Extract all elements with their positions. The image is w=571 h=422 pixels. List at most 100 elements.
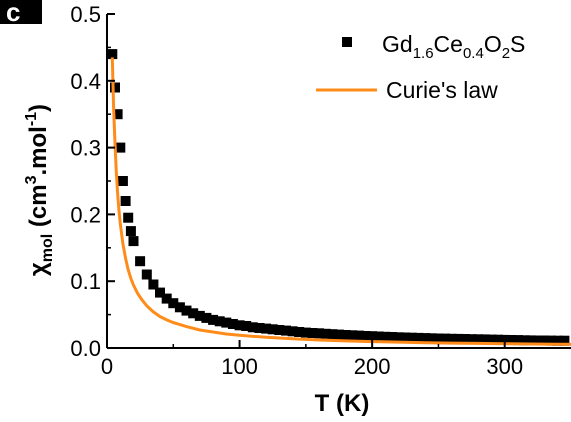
x-axis-title: T (K) — [315, 390, 370, 417]
curie-law-line — [110, 57, 571, 346]
data-point — [473, 334, 484, 345]
data-point — [327, 329, 338, 340]
panel-label-box — [0, 0, 42, 24]
data-point — [115, 142, 126, 153]
data-point — [519, 335, 530, 346]
data-point — [135, 256, 146, 267]
data-point — [479, 334, 490, 345]
data-point — [387, 332, 397, 342]
data-point — [307, 328, 318, 338]
data-point — [420, 333, 431, 344]
data-point — [400, 332, 411, 343]
data-point — [320, 328, 331, 339]
y-axis-unit-prefix: (cm — [25, 184, 52, 227]
data-point — [373, 331, 384, 342]
data-point — [241, 321, 252, 331]
y-tick-label: 0.2 — [70, 202, 101, 227]
data-point — [194, 310, 205, 321]
data-point — [174, 302, 185, 313]
data-point — [506, 335, 517, 345]
data-point — [287, 326, 298, 337]
data-point — [367, 331, 378, 342]
data-point — [453, 333, 464, 344]
data-point — [413, 332, 424, 343]
data-point — [234, 320, 245, 331]
panel-label: c — [6, 0, 20, 27]
y-axis-subscript: mol — [39, 234, 56, 262]
legend-sample-el2: Ce — [434, 31, 463, 57]
legend-sample-sub1: 1.6 — [413, 45, 434, 62]
y-axis-unit-suffix: ) — [25, 104, 52, 112]
data-point — [214, 316, 225, 327]
data-point — [281, 325, 291, 336]
data-point — [125, 226, 136, 237]
data-point — [546, 335, 557, 346]
data-point — [393, 332, 404, 343]
legend-sample-el4: S — [510, 31, 525, 57]
data-point — [426, 333, 437, 344]
data-point — [466, 334, 477, 345]
legend: Gd1.6Ce0.4O2S Curie's law — [316, 31, 525, 103]
data-point — [148, 279, 159, 290]
x-tick-label: 200 — [354, 354, 391, 379]
data-point — [261, 323, 272, 334]
y-axis-unit-mid: .mol — [25, 126, 52, 175]
legend-label-curie: Curie's law — [386, 77, 498, 103]
y-tick-label: 0.1 — [70, 269, 101, 294]
data-point — [459, 334, 470, 344]
data-point — [254, 323, 265, 333]
data-point — [188, 308, 199, 319]
data-point — [486, 334, 497, 345]
axis-ticks: 0.0 0.1 0.2 0.3 0.4 0.5 0 100 200 300 — [70, 2, 571, 379]
plot-area — [107, 49, 571, 346]
data-point — [112, 109, 123, 120]
legend-sample-sub3: 2 — [502, 45, 510, 62]
data-point — [493, 334, 504, 345]
x-tick-label: 100 — [221, 354, 258, 379]
x-tick-label: 0 — [101, 354, 113, 379]
data-point — [532, 335, 543, 346]
data-point — [117, 176, 128, 186]
y-axis-title: χmol (cm3.mol-1) — [23, 104, 56, 276]
data-point — [247, 322, 258, 333]
data-point — [155, 287, 165, 298]
legend-sample-el1: Gd — [382, 31, 413, 57]
legend-marker-square — [342, 37, 352, 47]
data-point — [539, 335, 550, 346]
legend-sample-el3: O — [484, 31, 502, 57]
data-point — [314, 328, 325, 339]
data-point — [446, 333, 457, 344]
data-point — [208, 314, 219, 325]
y-axis-superscript-2: -1 — [23, 112, 40, 126]
data-point — [274, 325, 285, 335]
data-point — [221, 317, 232, 328]
data-point — [360, 331, 371, 341]
data-point — [334, 329, 344, 340]
y-tick-label: 0.3 — [70, 136, 101, 161]
data-point — [141, 269, 152, 280]
data-point — [552, 335, 563, 346]
data-point — [110, 82, 120, 93]
data-point — [347, 330, 358, 341]
data-point — [201, 312, 212, 323]
data-point — [526, 335, 537, 346]
y-tick-label: 0.0 — [70, 336, 101, 361]
data-point — [120, 196, 131, 206]
data-point — [433, 333, 444, 344]
data-point — [440, 333, 451, 344]
data-point — [107, 49, 118, 60]
data-point — [168, 298, 179, 309]
data-point — [161, 293, 172, 304]
data-point — [294, 327, 305, 337]
y-tick-label: 0.4 — [70, 69, 101, 94]
y-tick-label: 0.5 — [70, 2, 101, 27]
x-tick-label: 300 — [486, 354, 523, 379]
data-point — [559, 335, 570, 346]
data-point — [181, 305, 192, 316]
data-point — [267, 324, 278, 335]
data-point — [123, 212, 134, 223]
data-point — [499, 334, 510, 345]
y-axis-superscript-1: 3 — [23, 175, 40, 184]
data-point — [406, 332, 417, 343]
